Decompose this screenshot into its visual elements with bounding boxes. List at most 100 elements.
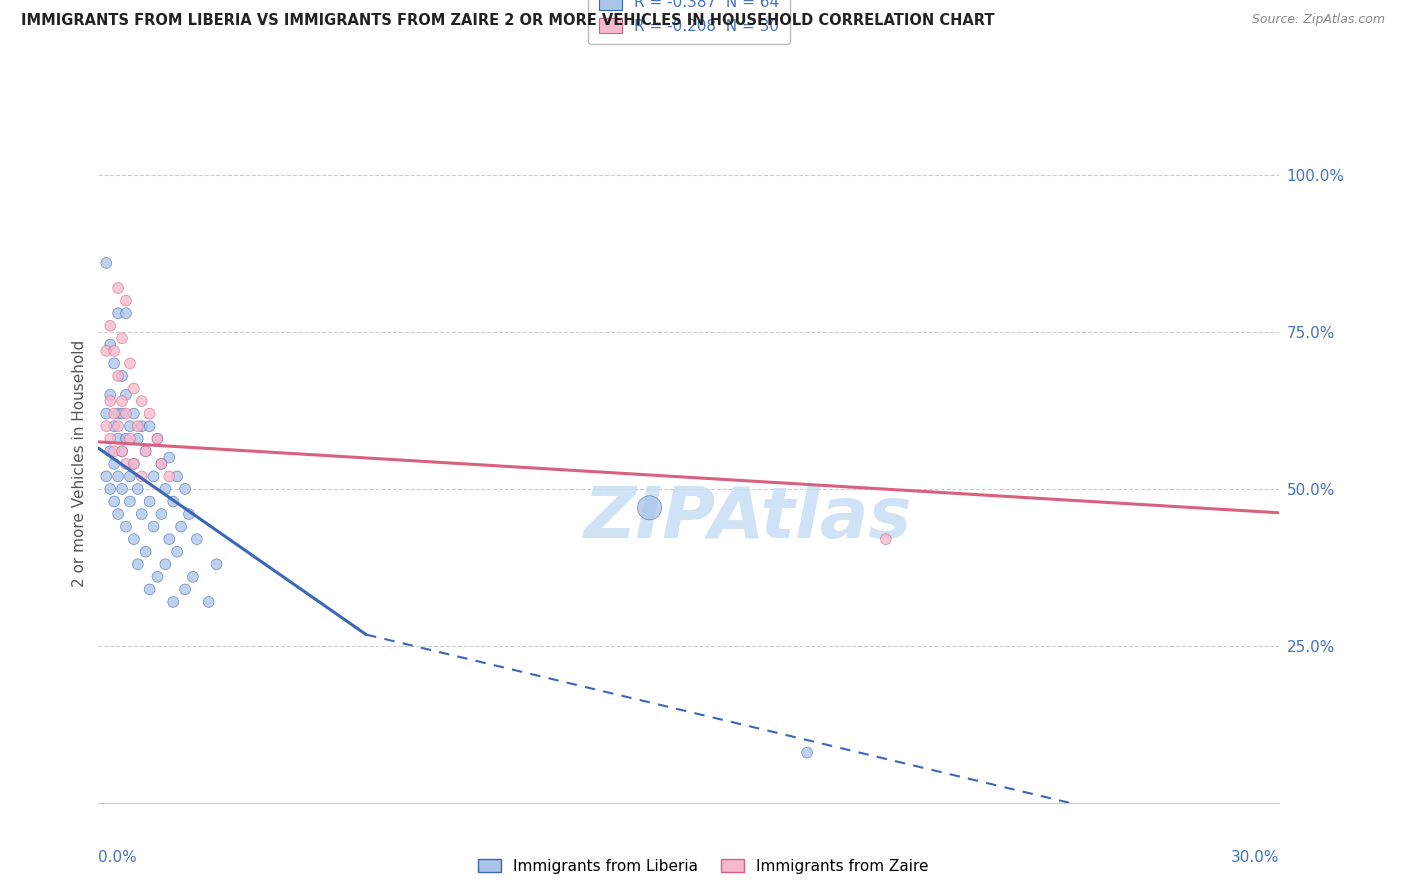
Point (205, 558, 228, 572)
Point (131, 394, 153, 409)
Legend: Immigrants from Liberia, Immigrants from Zaire: Immigrants from Liberia, Immigrants from… (471, 853, 935, 880)
Point (115, 293, 138, 308)
Point (118, 469, 141, 483)
Point (138, 582, 160, 597)
Point (118, 356, 141, 370)
Point (111, 394, 134, 409)
Point (127, 482, 149, 496)
Point (107, 368, 129, 383)
Point (103, 444, 125, 458)
Point (115, 407, 138, 421)
Point (122, 407, 145, 421)
Point (115, 457, 138, 471)
Point (150, 457, 173, 471)
Point (107, 507, 129, 521)
Point (98, 444, 121, 458)
Point (103, 494, 125, 508)
Point (142, 519, 165, 533)
Point (115, 388, 138, 402)
Point (115, 306, 138, 320)
Point (118, 432, 141, 446)
Point (122, 457, 145, 471)
Point (107, 281, 129, 295)
Point (111, 407, 134, 421)
Point (135, 444, 157, 458)
Point (138, 494, 160, 508)
Point (155, 482, 177, 496)
Point (166, 469, 188, 483)
Point (115, 519, 138, 533)
Point (118, 419, 141, 434)
Point (115, 432, 138, 446)
Point (103, 356, 125, 370)
Point (98, 482, 121, 496)
Point (107, 432, 129, 446)
Point (98, 318, 121, 333)
Point (122, 457, 145, 471)
Point (111, 482, 134, 496)
Point (150, 457, 173, 471)
Point (146, 432, 169, 446)
Point (186, 532, 208, 546)
Point (142, 469, 165, 483)
Text: IMMIGRANTS FROM LIBERIA VS IMMIGRANTS FROM ZAIRE 2 OR MORE VEHICLES IN HOUSEHOLD: IMMIGRANTS FROM LIBERIA VS IMMIGRANTS FR… (21, 13, 994, 29)
Point (127, 432, 149, 446)
Point (162, 494, 184, 508)
Y-axis label: 2 or more Vehicles in Household: 2 or more Vehicles in Household (72, 340, 87, 588)
Point (157, 469, 180, 483)
Point (103, 407, 125, 421)
Point (98, 388, 121, 402)
Point (638, 500, 661, 515)
Point (166, 545, 188, 559)
Point (146, 432, 169, 446)
Point (131, 419, 153, 434)
Point (107, 407, 129, 421)
Point (131, 469, 153, 483)
Point (875, 532, 897, 546)
Point (96, 256, 118, 270)
Text: 0.0%: 0.0% (98, 850, 138, 865)
Point (796, 746, 818, 760)
Point (135, 545, 157, 559)
Point (107, 469, 129, 483)
Point (146, 570, 169, 584)
Point (177, 507, 200, 521)
Point (111, 444, 134, 458)
Point (174, 582, 197, 597)
Point (155, 558, 177, 572)
Point (122, 532, 145, 546)
Point (111, 331, 134, 345)
Point (96, 469, 118, 483)
Point (98, 432, 121, 446)
Text: Source: ZipAtlas.com: Source: ZipAtlas.com (1251, 13, 1385, 27)
Point (96, 419, 118, 434)
Point (131, 507, 153, 521)
Point (127, 558, 149, 572)
Text: ZIPAtlas: ZIPAtlas (583, 483, 912, 552)
Point (150, 507, 173, 521)
Point (157, 532, 180, 546)
Point (103, 457, 125, 471)
Point (98, 337, 121, 351)
Point (127, 419, 149, 434)
Point (107, 419, 129, 434)
Point (122, 382, 145, 396)
Point (174, 482, 197, 496)
Point (96, 343, 118, 358)
Point (103, 419, 125, 434)
Point (96, 407, 118, 421)
Point (135, 444, 157, 458)
Point (157, 450, 180, 465)
Point (111, 368, 134, 383)
Point (162, 595, 184, 609)
Point (107, 306, 129, 320)
Point (138, 419, 160, 434)
Point (103, 343, 125, 358)
Point (138, 407, 160, 421)
Text: 30.0%: 30.0% (1232, 850, 1279, 865)
Point (197, 595, 219, 609)
Legend: R = -0.387  N = 64, R = -0.208  N = 30: R = -0.387 N = 64, R = -0.208 N = 30 (588, 0, 790, 45)
Point (170, 519, 193, 533)
Point (118, 494, 141, 508)
Point (111, 444, 134, 458)
